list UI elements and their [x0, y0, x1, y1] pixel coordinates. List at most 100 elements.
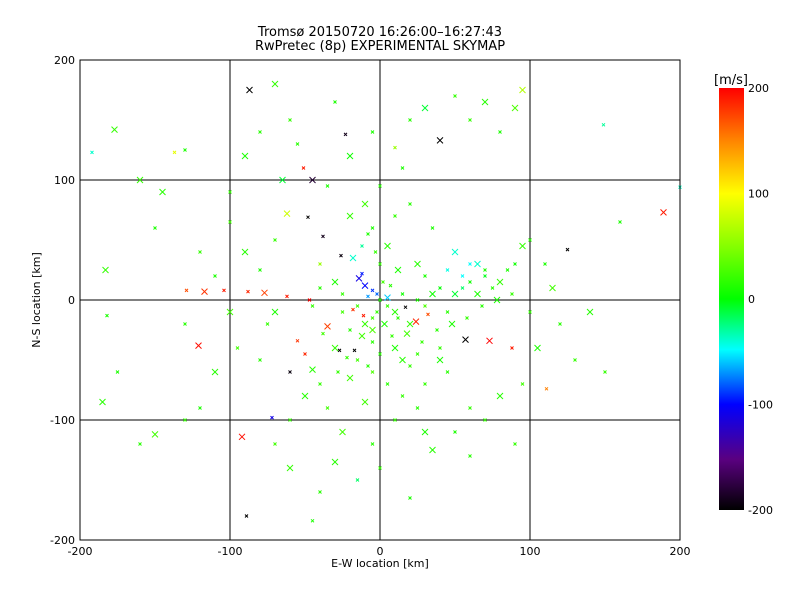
data-point-stroke: [510, 292, 514, 296]
data-point: [394, 266, 402, 274]
data-point: [337, 348, 342, 353]
data-point-stroke: [198, 406, 202, 410]
data-point: [400, 166, 405, 170]
data-point-stroke: [360, 271, 364, 276]
data-point-stroke: [528, 310, 532, 314]
data-point-stroke: [306, 215, 310, 220]
data-point: [310, 304, 315, 308]
data-point: [381, 320, 388, 328]
data-point-stroke: [310, 304, 315, 308]
data-point: [211, 368, 219, 376]
data-point: [505, 268, 510, 272]
data-point: [448, 320, 456, 328]
data-point-stroke: [385, 382, 390, 386]
data-point-stroke: [549, 284, 556, 292]
data-point: [528, 238, 532, 242]
data-point-stroke: [265, 322, 270, 326]
data-point-stroke: [394, 266, 402, 274]
data-point: [423, 274, 427, 278]
y-tick-label: -200: [50, 534, 75, 547]
data-point-stroke: [325, 184, 330, 188]
data-point: [184, 288, 189, 293]
data-point: [270, 415, 274, 420]
data-point: [618, 220, 622, 224]
data-point-stroke: [361, 282, 369, 289]
data-point-stroke: [474, 260, 481, 268]
data-point: [528, 310, 532, 314]
data-point-stroke: [288, 418, 292, 422]
data-point-stroke: [513, 442, 517, 446]
data-point: [261, 289, 268, 297]
data-point: [414, 260, 421, 268]
data-point-stroke: [346, 374, 354, 382]
data-point-stroke: [468, 262, 472, 266]
data-point: [370, 130, 375, 134]
data-point-stroke: [318, 490, 322, 494]
data-point: [321, 234, 325, 239]
data-point: [136, 176, 144, 184]
data-point: [271, 80, 279, 88]
data-point-stroke: [331, 278, 339, 286]
data-point-stroke: [481, 98, 489, 106]
data-point: [333, 100, 337, 104]
data-point: [351, 307, 355, 312]
data-point: [510, 346, 514, 350]
data-point-stroke: [258, 358, 262, 362]
data-point: [384, 294, 391, 301]
data-point-stroke: [370, 130, 375, 134]
data-point: [393, 418, 397, 422]
data-point-stroke: [603, 370, 607, 374]
data-point: [355, 275, 363, 282]
data-point: [511, 104, 519, 112]
data-point-stroke: [436, 137, 444, 144]
data-point: [346, 152, 354, 160]
data-point-stroke: [483, 268, 487, 272]
data-point: [373, 250, 378, 254]
data-point-stroke: [445, 370, 450, 374]
data-point: [331, 344, 339, 352]
data-point: [226, 308, 234, 316]
data-point-stroke: [271, 308, 279, 316]
data-point: [370, 316, 375, 320]
data-point-stroke: [325, 406, 330, 410]
colorbar-tick-label: 200: [748, 82, 769, 95]
data-point-stroke: [349, 254, 357, 262]
data-point-stroke: [366, 364, 370, 368]
data-point: [366, 232, 370, 236]
data-point: [384, 242, 391, 250]
data-point-stroke: [483, 418, 487, 422]
data-point-stroke: [105, 313, 109, 318]
data-point-stroke: [528, 238, 532, 242]
data-point: [295, 338, 300, 343]
data-point-stroke: [198, 250, 202, 254]
data-point-stroke: [408, 202, 412, 206]
data-point-stroke: [226, 308, 234, 316]
data-point-stroke: [361, 398, 369, 406]
data-point-stroke: [244, 514, 249, 518]
data-point: [346, 374, 354, 382]
data-point-stroke: [283, 210, 291, 217]
data-point-stroke: [370, 316, 375, 320]
data-point-stroke: [573, 358, 577, 362]
data-point-stroke: [270, 415, 274, 420]
data-point-stroke: [136, 176, 144, 184]
data-point: [601, 122, 606, 127]
data-point-stroke: [415, 406, 420, 410]
data-point: [412, 318, 420, 325]
data-point-stroke: [238, 433, 246, 441]
x-tick-label: -100: [218, 545, 243, 558]
data-point: [201, 288, 208, 295]
data-point: [378, 262, 382, 266]
data-point-stroke: [358, 332, 366, 340]
data-point-stroke: [438, 346, 442, 350]
data-point: [390, 334, 394, 338]
data-point-stroke: [586, 308, 594, 316]
data-point-stroke: [318, 382, 322, 386]
data-point: [543, 262, 547, 266]
data-point-stroke: [412, 318, 420, 325]
data-point-stroke: [453, 430, 457, 434]
data-point-stroke: [453, 94, 457, 98]
data-point: [462, 336, 469, 343]
data-point: [159, 188, 166, 196]
